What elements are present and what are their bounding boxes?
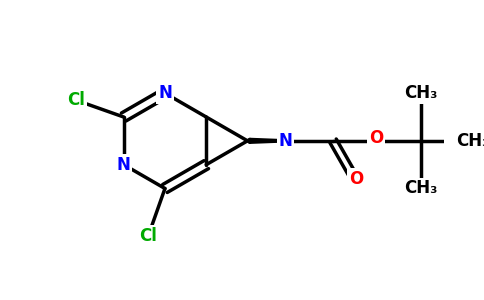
Text: N: N xyxy=(278,132,292,150)
Text: Cl: Cl xyxy=(67,91,85,109)
Text: CH₃: CH₃ xyxy=(456,132,484,150)
Text: CH₃: CH₃ xyxy=(405,179,438,197)
Text: N: N xyxy=(158,84,172,102)
Text: N: N xyxy=(117,156,131,174)
Text: Cl: Cl xyxy=(139,227,157,245)
Text: O: O xyxy=(369,129,383,147)
Text: O: O xyxy=(349,170,363,188)
Text: CH₃: CH₃ xyxy=(405,84,438,102)
